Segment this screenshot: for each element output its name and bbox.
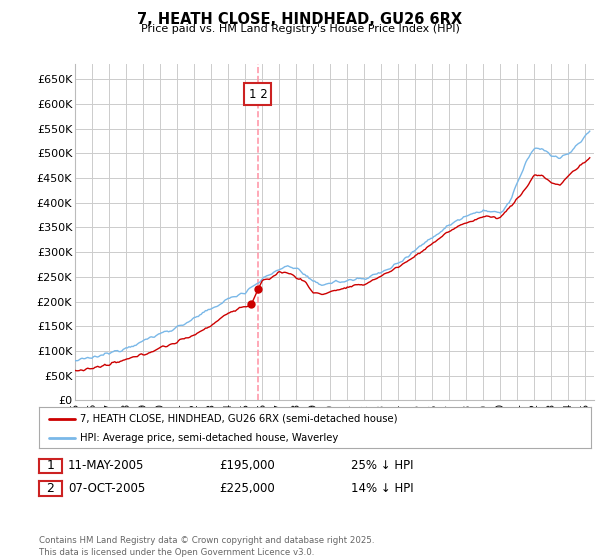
- Text: 11-MAY-2005: 11-MAY-2005: [68, 459, 144, 473]
- Text: 1 2: 1 2: [248, 87, 268, 101]
- Text: Price paid vs. HM Land Registry's House Price Index (HPI): Price paid vs. HM Land Registry's House …: [140, 24, 460, 34]
- Text: 1: 1: [46, 459, 55, 473]
- Text: £195,000: £195,000: [219, 459, 275, 473]
- Text: 7, HEATH CLOSE, HINDHEAD, GU26 6RX: 7, HEATH CLOSE, HINDHEAD, GU26 6RX: [137, 12, 463, 27]
- Text: 7, HEATH CLOSE, HINDHEAD, GU26 6RX (semi-detached house): 7, HEATH CLOSE, HINDHEAD, GU26 6RX (semi…: [80, 414, 398, 423]
- Text: 14% ↓ HPI: 14% ↓ HPI: [351, 482, 413, 495]
- Text: 25% ↓ HPI: 25% ↓ HPI: [351, 459, 413, 473]
- Text: 2: 2: [46, 482, 55, 495]
- Text: 07-OCT-2005: 07-OCT-2005: [68, 482, 145, 495]
- Text: Contains HM Land Registry data © Crown copyright and database right 2025.
This d: Contains HM Land Registry data © Crown c…: [39, 536, 374, 557]
- Text: HPI: Average price, semi-detached house, Waverley: HPI: Average price, semi-detached house,…: [80, 433, 338, 443]
- Text: £225,000: £225,000: [219, 482, 275, 495]
